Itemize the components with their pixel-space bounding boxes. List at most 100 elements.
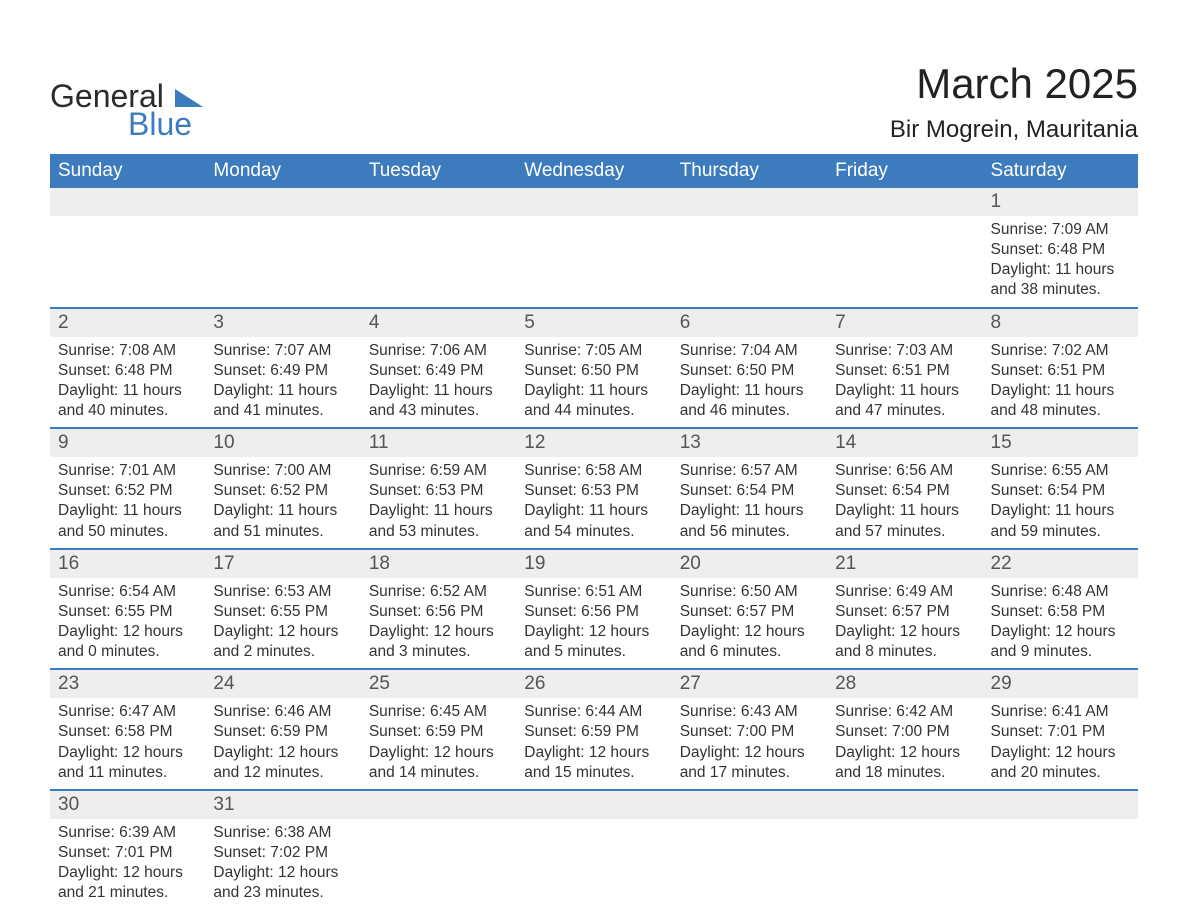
month-title: March 2025: [890, 50, 1138, 108]
daylight-line1: Daylight: 12 hours: [524, 743, 663, 763]
day-number: 7: [827, 308, 982, 337]
sunrise: Sunrise: 7:09 AM: [991, 220, 1130, 240]
day-number: 2: [50, 308, 205, 337]
daylight-line1: Daylight: 12 hours: [58, 863, 197, 883]
day-number: 11: [361, 428, 516, 457]
daylight-line2: and 38 minutes.: [991, 280, 1130, 300]
sunrise: Sunrise: 6:45 AM: [369, 702, 508, 722]
daylight-line1: Daylight: 11 hours: [58, 501, 197, 521]
sunrise: Sunrise: 6:39 AM: [58, 823, 197, 843]
sunset: Sunset: 6:53 PM: [369, 481, 508, 501]
col-thursday: Thursday: [672, 154, 827, 188]
daylight-line1: Daylight: 12 hours: [835, 743, 974, 763]
col-monday: Monday: [205, 154, 360, 188]
week-detail-row: Sunrise: 7:09 AMSunset: 6:48 PMDaylight:…: [50, 216, 1138, 308]
day-number: [672, 790, 827, 819]
daylight-line2: and 0 minutes.: [58, 642, 197, 662]
day-number: 25: [361, 669, 516, 698]
week-daynum-row: 1: [50, 188, 1138, 216]
day-detail: Sunrise: 6:57 AMSunset: 6:54 PMDaylight:…: [672, 457, 827, 549]
daylight-line2: and 21 minutes.: [58, 883, 197, 903]
sunrise: Sunrise: 6:44 AM: [524, 702, 663, 722]
week-daynum-row: 9101112131415: [50, 428, 1138, 457]
sunset: Sunset: 6:51 PM: [991, 361, 1130, 381]
daylight-line2: and 20 minutes.: [991, 763, 1130, 783]
day-detail: [827, 216, 982, 308]
day-number: [983, 790, 1138, 819]
sunset: Sunset: 6:48 PM: [58, 361, 197, 381]
day-detail: [50, 216, 205, 308]
daylight-line2: and 46 minutes.: [680, 401, 819, 421]
day-detail: Sunrise: 6:46 AMSunset: 6:59 PMDaylight:…: [205, 698, 360, 790]
sunrise: Sunrise: 6:58 AM: [524, 461, 663, 481]
day-number: 6: [672, 308, 827, 337]
week-daynum-row: 23242526272829: [50, 669, 1138, 698]
day-detail: Sunrise: 6:50 AMSunset: 6:57 PMDaylight:…: [672, 578, 827, 670]
daylight-line1: Daylight: 11 hours: [680, 501, 819, 521]
day-detail: [983, 819, 1138, 910]
sunrise: Sunrise: 6:49 AM: [835, 582, 974, 602]
day-detail: Sunrise: 6:58 AMSunset: 6:53 PMDaylight:…: [516, 457, 671, 549]
col-friday: Friday: [827, 154, 982, 188]
sunrise: Sunrise: 6:42 AM: [835, 702, 974, 722]
sunrise: Sunrise: 6:54 AM: [58, 582, 197, 602]
day-number: [50, 188, 205, 216]
daylight-line2: and 43 minutes.: [369, 401, 508, 421]
daylight-line1: Daylight: 11 hours: [213, 501, 352, 521]
day-number: 27: [672, 669, 827, 698]
sunset: Sunset: 6:55 PM: [58, 602, 197, 622]
day-detail: Sunrise: 6:53 AMSunset: 6:55 PMDaylight:…: [205, 578, 360, 670]
daylight-line2: and 6 minutes.: [680, 642, 819, 662]
daylight-line1: Daylight: 12 hours: [58, 743, 197, 763]
week-detail-row: Sunrise: 6:39 AMSunset: 7:01 PMDaylight:…: [50, 819, 1138, 910]
day-number: 10: [205, 428, 360, 457]
daylight-line2: and 51 minutes.: [213, 522, 352, 542]
day-detail: Sunrise: 6:42 AMSunset: 7:00 PMDaylight:…: [827, 698, 982, 790]
day-number: 26: [516, 669, 671, 698]
col-tuesday: Tuesday: [361, 154, 516, 188]
sunset: Sunset: 6:59 PM: [213, 722, 352, 742]
daylight-line2: and 56 minutes.: [680, 522, 819, 542]
sunset: Sunset: 6:54 PM: [991, 481, 1130, 501]
day-number: 23: [50, 669, 205, 698]
daylight-line2: and 11 minutes.: [58, 763, 197, 783]
daylight-line1: Daylight: 11 hours: [369, 381, 508, 401]
day-detail: Sunrise: 7:06 AMSunset: 6:49 PMDaylight:…: [361, 337, 516, 429]
sunset: Sunset: 6:59 PM: [369, 722, 508, 742]
daylight-line1: Daylight: 12 hours: [213, 743, 352, 763]
sunrise: Sunrise: 7:02 AM: [991, 341, 1130, 361]
daylight-line2: and 18 minutes.: [835, 763, 974, 783]
day-number: 4: [361, 308, 516, 337]
daylight-line1: Daylight: 12 hours: [369, 622, 508, 642]
day-detail: Sunrise: 6:56 AMSunset: 6:54 PMDaylight:…: [827, 457, 982, 549]
sunrise: Sunrise: 6:41 AM: [991, 702, 1130, 722]
day-number: 21: [827, 549, 982, 578]
daylight-line2: and 3 minutes.: [369, 642, 508, 662]
sunset: Sunset: 7:02 PM: [213, 843, 352, 863]
day-detail: Sunrise: 7:07 AMSunset: 6:49 PMDaylight:…: [205, 337, 360, 429]
daylight-line1: Daylight: 12 hours: [213, 863, 352, 883]
location: Bir Mogrein, Mauritania: [890, 116, 1138, 144]
week-detail-row: Sunrise: 7:08 AMSunset: 6:48 PM Daylight:…: [50, 337, 1138, 429]
sunset: Sunset: 7:01 PM: [58, 843, 197, 863]
sunrise: Sunrise: 6:38 AM: [213, 823, 352, 843]
sunrise: Sunrise: 7:08 AM: [58, 341, 197, 361]
daylight-line1: Daylight: 11 hours: [524, 381, 663, 401]
day-detail: Sunrise: 6:59 AMSunset: 6:53 PMDaylight:…: [361, 457, 516, 549]
day-number: 20: [672, 549, 827, 578]
daylight-line1: Daylight: 12 hours: [524, 622, 663, 642]
day-number: [205, 188, 360, 216]
day-detail: Sunrise: 6:41 AMSunset: 7:01 PMDaylight:…: [983, 698, 1138, 790]
day-number: [516, 790, 671, 819]
sunrise: Sunrise: 6:56 AM: [835, 461, 974, 481]
sunset: Sunset: 7:00 PM: [680, 722, 819, 742]
sunset: Sunset: 6:52 PM: [58, 481, 197, 501]
sunset: Sunset: 6:57 PM: [680, 602, 819, 622]
day-detail: [361, 819, 516, 910]
sunset: Sunset: 6:57 PM: [835, 602, 974, 622]
day-number: 13: [672, 428, 827, 457]
week-detail-row: Sunrise: 7:01 AMSunset: 6:52 PMDaylight:…: [50, 457, 1138, 549]
day-number: 3: [205, 308, 360, 337]
day-detail: Sunrise: 6:48 AMSunset: 6:58 PMDaylight:…: [983, 578, 1138, 670]
sunset: Sunset: 6:56 PM: [524, 602, 663, 622]
